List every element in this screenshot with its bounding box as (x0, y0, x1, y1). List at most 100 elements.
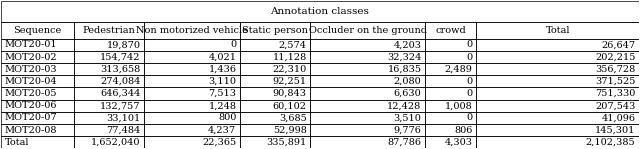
Bar (240, 22, 310, 39)
Bar (1, 100, 74, 112)
Bar (74, 136, 145, 148)
Text: 313,658: 313,658 (100, 65, 141, 74)
Bar (240, 100, 310, 112)
Text: 33,101: 33,101 (106, 113, 141, 122)
Text: Occluder on the ground: Occluder on the ground (309, 26, 427, 35)
Bar (240, 112, 310, 124)
Bar (476, 75, 639, 87)
Text: 0: 0 (467, 40, 472, 49)
Bar (240, 87, 310, 100)
Bar (310, 75, 426, 87)
Text: 751,330: 751,330 (595, 89, 636, 98)
Text: 92,251: 92,251 (273, 77, 307, 86)
Text: Annotation classes: Annotation classes (271, 7, 369, 16)
Bar (145, 51, 240, 63)
Bar (476, 100, 639, 112)
Text: 4,237: 4,237 (208, 126, 236, 135)
Bar (476, 51, 639, 63)
Text: 11,128: 11,128 (273, 53, 307, 62)
Bar (310, 75, 426, 87)
Text: 19,870: 19,870 (106, 40, 141, 49)
Bar (240, 124, 310, 136)
Bar (74, 63, 145, 75)
Bar (1, 51, 74, 63)
Bar (1, 124, 74, 136)
Bar (240, 22, 310, 39)
Bar (1, 39, 74, 51)
Bar (426, 87, 476, 100)
Text: 26,647: 26,647 (602, 40, 636, 49)
Text: 1,652,040: 1,652,040 (91, 138, 141, 147)
Text: 41,096: 41,096 (602, 113, 636, 122)
Text: Total: Total (4, 138, 29, 147)
Bar (476, 136, 639, 148)
Bar (426, 100, 476, 112)
Bar (1, 39, 74, 51)
Bar (426, 112, 476, 124)
Text: 1,248: 1,248 (209, 101, 236, 110)
Text: Non motorized vehicle: Non motorized vehicle (136, 26, 248, 35)
Text: 2,489: 2,489 (445, 65, 472, 74)
Bar (145, 22, 240, 39)
Bar (240, 75, 310, 87)
Bar (240, 63, 310, 75)
Text: 0: 0 (467, 53, 472, 62)
Bar (74, 100, 145, 112)
Bar (310, 22, 426, 39)
Bar (310, 39, 426, 51)
Text: 22,365: 22,365 (202, 138, 236, 147)
Text: 3,685: 3,685 (279, 113, 307, 122)
Bar (1, 112, 74, 124)
Bar (1, 124, 74, 136)
Bar (426, 112, 476, 124)
Bar (1, 136, 74, 148)
Bar (145, 22, 240, 39)
Bar (1, 63, 74, 75)
Bar (476, 112, 639, 124)
Bar (145, 124, 240, 136)
Text: Total: Total (546, 26, 570, 35)
Bar (1, 75, 74, 87)
Text: MOT20-02: MOT20-02 (4, 53, 57, 62)
Text: MOT20-04: MOT20-04 (4, 77, 57, 86)
Text: 2,574: 2,574 (278, 40, 307, 49)
Text: 356,728: 356,728 (595, 65, 636, 74)
Bar (310, 22, 426, 39)
Text: Sequence: Sequence (13, 26, 61, 35)
Bar (74, 63, 145, 75)
Bar (476, 63, 639, 75)
Bar (1, 22, 74, 39)
Bar (476, 124, 639, 136)
Bar (74, 22, 145, 39)
Bar (74, 22, 145, 39)
Text: 16,835: 16,835 (388, 65, 422, 74)
Bar (426, 124, 476, 136)
Bar (310, 63, 426, 75)
Bar (476, 112, 639, 124)
Text: 52,998: 52,998 (273, 126, 307, 135)
Text: crowd: crowd (436, 26, 467, 35)
Text: 22,310: 22,310 (273, 65, 307, 74)
Bar (240, 112, 310, 124)
Text: 0: 0 (230, 40, 236, 49)
Bar (1, 63, 74, 75)
Text: 60,102: 60,102 (273, 101, 307, 110)
Bar (476, 22, 639, 39)
Bar (1, 87, 74, 100)
Bar (145, 112, 240, 124)
Bar (476, 63, 639, 75)
Text: 335,891: 335,891 (266, 138, 307, 147)
Text: 90,843: 90,843 (273, 89, 307, 98)
Bar (1, 87, 74, 100)
Text: Pedestrian: Pedestrian (83, 26, 136, 35)
Bar (74, 112, 145, 124)
Bar (426, 75, 476, 87)
Text: 0: 0 (467, 77, 472, 86)
Bar (476, 39, 639, 51)
Bar (426, 63, 476, 75)
Bar (240, 63, 310, 75)
Text: 145,301: 145,301 (595, 126, 636, 135)
Bar (310, 87, 426, 100)
Text: 132,757: 132,757 (100, 101, 141, 110)
Text: 800: 800 (218, 113, 236, 122)
